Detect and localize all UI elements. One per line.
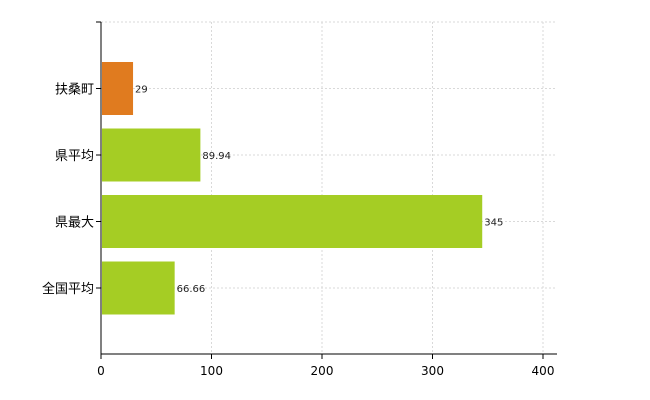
category-label: 扶桑町 (55, 83, 94, 98)
axes (100, 22, 557, 355)
bar-value-label: 29 (135, 85, 148, 96)
bar (102, 62, 134, 115)
category-label: 県最大 (55, 216, 94, 231)
bar-value-label: 345 (484, 218, 503, 229)
bars (102, 62, 483, 315)
bar-value-label: 66.66 (177, 284, 206, 295)
x-tick-label: 100 (200, 364, 223, 378)
category-label: 県平均 (55, 149, 94, 164)
x-tick-label: 0 (97, 364, 105, 378)
bar-value-label: 89.94 (202, 151, 231, 162)
x-tick-label: 400 (532, 364, 555, 378)
bar (102, 128, 201, 182)
x-tick-label: 300 (421, 364, 444, 378)
bar (102, 261, 175, 315)
labels: 29 扶桑町 89.94 県平均 345 県最大 66.66 全国平均 0 100 200 300 40… (42, 21, 555, 378)
x-tick-label: 200 (311, 364, 334, 378)
category-label: 全国平均 (42, 281, 94, 297)
bar (102, 195, 483, 248)
